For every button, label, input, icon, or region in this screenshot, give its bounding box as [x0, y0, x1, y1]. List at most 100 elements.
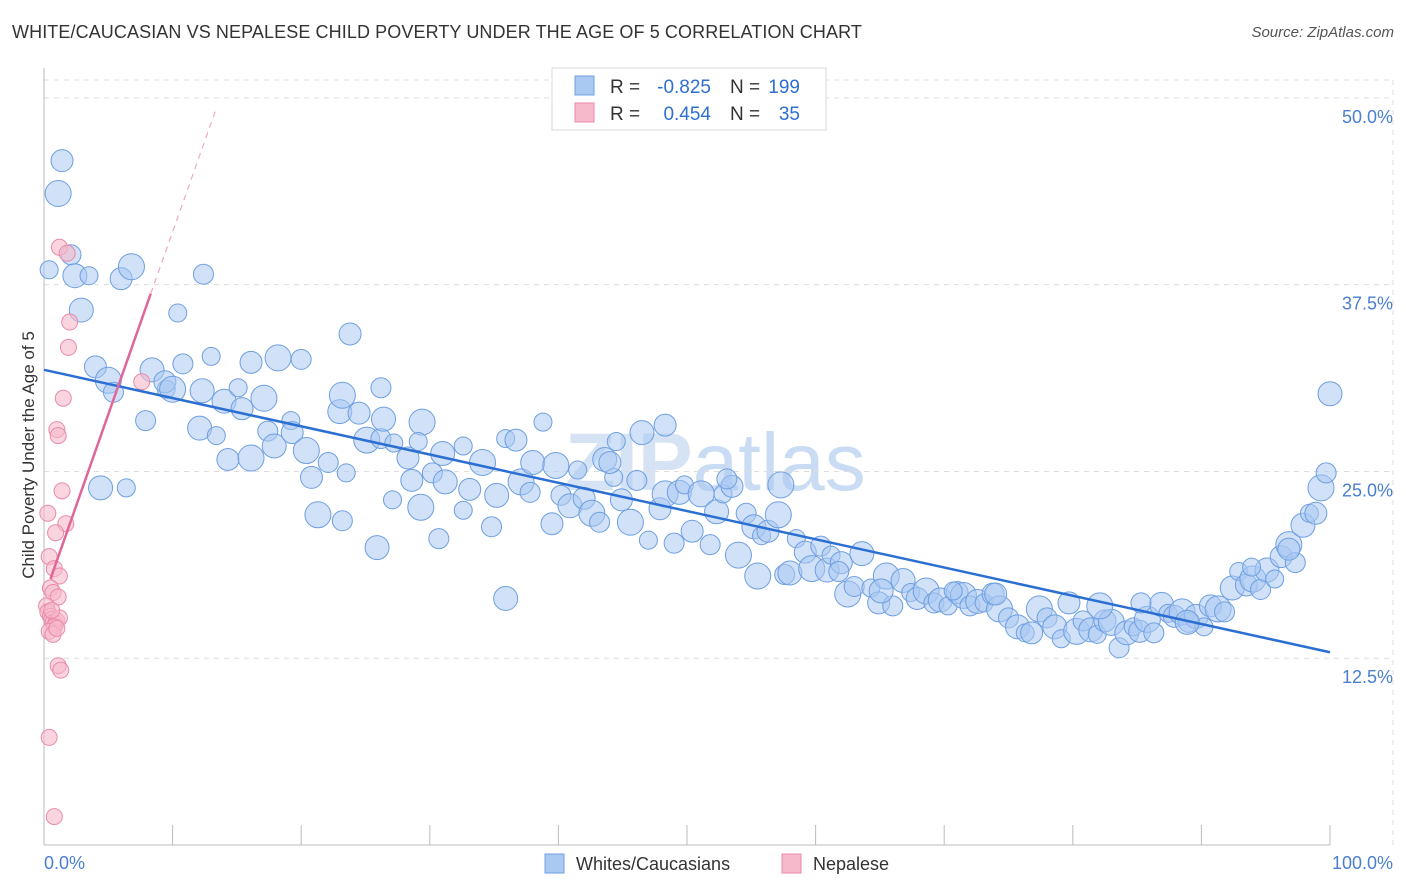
data-point-whites	[767, 471, 795, 499]
data-point-whites	[1143, 622, 1165, 644]
data-point-whites	[589, 511, 611, 533]
data-point-whites	[849, 541, 875, 567]
data-point-whites	[430, 441, 456, 467]
data-point-whites	[336, 463, 356, 483]
bottom-legend-label-nepalese: Nepalese	[813, 854, 889, 874]
data-point-whites	[1020, 621, 1044, 645]
data-point-whites	[568, 460, 588, 480]
data-point-whites	[653, 413, 677, 437]
data-point-whites	[79, 266, 99, 286]
data-point-whites	[469, 448, 497, 476]
series-nepalese	[38, 238, 151, 826]
data-point-nepalese	[39, 504, 57, 522]
data-point-nepalese	[49, 427, 67, 445]
data-point-whites	[943, 581, 963, 601]
trend-line-whites	[43, 368, 1331, 654]
data-point-whites	[400, 468, 424, 492]
bottom-legend: Whites/Caucasians Nepalese	[544, 853, 889, 874]
data-point-whites	[299, 465, 323, 489]
legend-r-label-1: R =	[610, 77, 640, 98]
data-point-whites	[868, 578, 894, 604]
data-point-nepalese	[54, 389, 72, 407]
chart-title: WHITE/CAUCASIAN VS NEPALESE CHILD POVERT…	[12, 22, 862, 42]
data-point-whites	[304, 501, 332, 529]
data-point-whites	[201, 346, 221, 366]
data-point-whites	[237, 444, 265, 472]
data-point-whites	[616, 508, 644, 536]
data-point-whites	[1304, 501, 1328, 525]
data-point-whites	[432, 469, 458, 495]
data-point-nepalese	[133, 373, 151, 391]
data-point-whites	[520, 449, 546, 475]
data-point-whites	[453, 500, 473, 520]
y-tick-label: 12.5%	[1342, 667, 1393, 687]
data-point-whites	[843, 575, 865, 597]
data-point-whites	[39, 260, 59, 280]
y-tick-labels: 12.5% 25.0% 37.5% 50.0%	[1342, 107, 1393, 687]
data-point-whites	[384, 433, 404, 453]
x-tick-labels: 0.0% 100.0%	[44, 853, 1393, 873]
data-point-whites	[239, 350, 263, 374]
data-point-whites	[396, 446, 420, 470]
data-point-nepalese	[48, 619, 66, 637]
data-point-whites	[250, 384, 278, 412]
data-point-whites	[88, 475, 114, 501]
data-point-whites	[117, 253, 145, 281]
data-point-whites	[481, 516, 503, 538]
data-point-whites	[407, 493, 435, 521]
data-point-whites	[264, 344, 292, 372]
data-point-nepalese	[59, 338, 77, 356]
data-point-whites	[519, 481, 541, 503]
y-tick-label: 25.0%	[1342, 480, 1393, 500]
data-point-nepalese	[40, 728, 58, 746]
data-point-whites	[699, 534, 721, 556]
data-point-whites	[228, 378, 248, 398]
data-point-whites	[764, 501, 792, 529]
data-point-whites	[280, 421, 304, 445]
data-point-whites	[428, 528, 450, 550]
data-point-whites	[606, 432, 626, 452]
data-point-whites	[716, 468, 738, 490]
bottom-legend-label-whites: Whites/Caucasians	[576, 854, 730, 874]
data-point-nepalese	[43, 601, 61, 619]
data-point-whites	[116, 478, 136, 498]
legend-swatch-pink	[574, 102, 595, 123]
legend-n-label-1: N =	[730, 77, 760, 98]
bottom-legend-swatch-blue	[544, 853, 565, 874]
data-point-whites	[542, 451, 570, 479]
data-point-whites	[680, 519, 704, 543]
data-point-nepalese	[47, 524, 65, 542]
data-point-whites	[192, 263, 214, 285]
data-point-whites	[1265, 569, 1285, 589]
data-point-whites	[724, 541, 752, 569]
data-point-whites	[408, 432, 428, 452]
data-point-whites	[383, 490, 403, 510]
data-point-nepalese	[52, 661, 70, 679]
data-point-whites	[261, 433, 287, 459]
data-point-whites	[331, 510, 353, 532]
data-point-whites	[338, 322, 362, 346]
x-tick-label: 100.0%	[1332, 853, 1393, 873]
data-point-whites	[135, 410, 157, 432]
data-point-whites	[370, 377, 392, 399]
series-whites-caucasians	[39, 149, 1343, 659]
data-point-whites	[984, 582, 1008, 606]
legend-swatch-blue	[574, 75, 595, 96]
legend-r-label-2: R =	[610, 104, 640, 125]
data-point-whites	[1315, 462, 1337, 484]
data-point-whites	[777, 560, 803, 586]
data-point-whites	[364, 535, 390, 561]
y-axis-label: Child Poverty Under the Age of 5	[19, 331, 38, 579]
data-point-whites	[1277, 537, 1301, 561]
data-point-whites	[458, 477, 482, 501]
data-point-whites	[290, 348, 312, 370]
data-point-whites	[484, 482, 510, 508]
data-point-whites	[216, 447, 240, 471]
legend-n-value-2: 35	[779, 104, 800, 125]
data-point-whites	[168, 303, 188, 323]
data-point-whites	[493, 585, 519, 611]
trend-line-nepalese	[49, 293, 152, 580]
data-point-whites	[540, 512, 564, 536]
x-tick-label: 0.0%	[44, 853, 85, 873]
legend-n-label-2: N =	[730, 104, 760, 125]
